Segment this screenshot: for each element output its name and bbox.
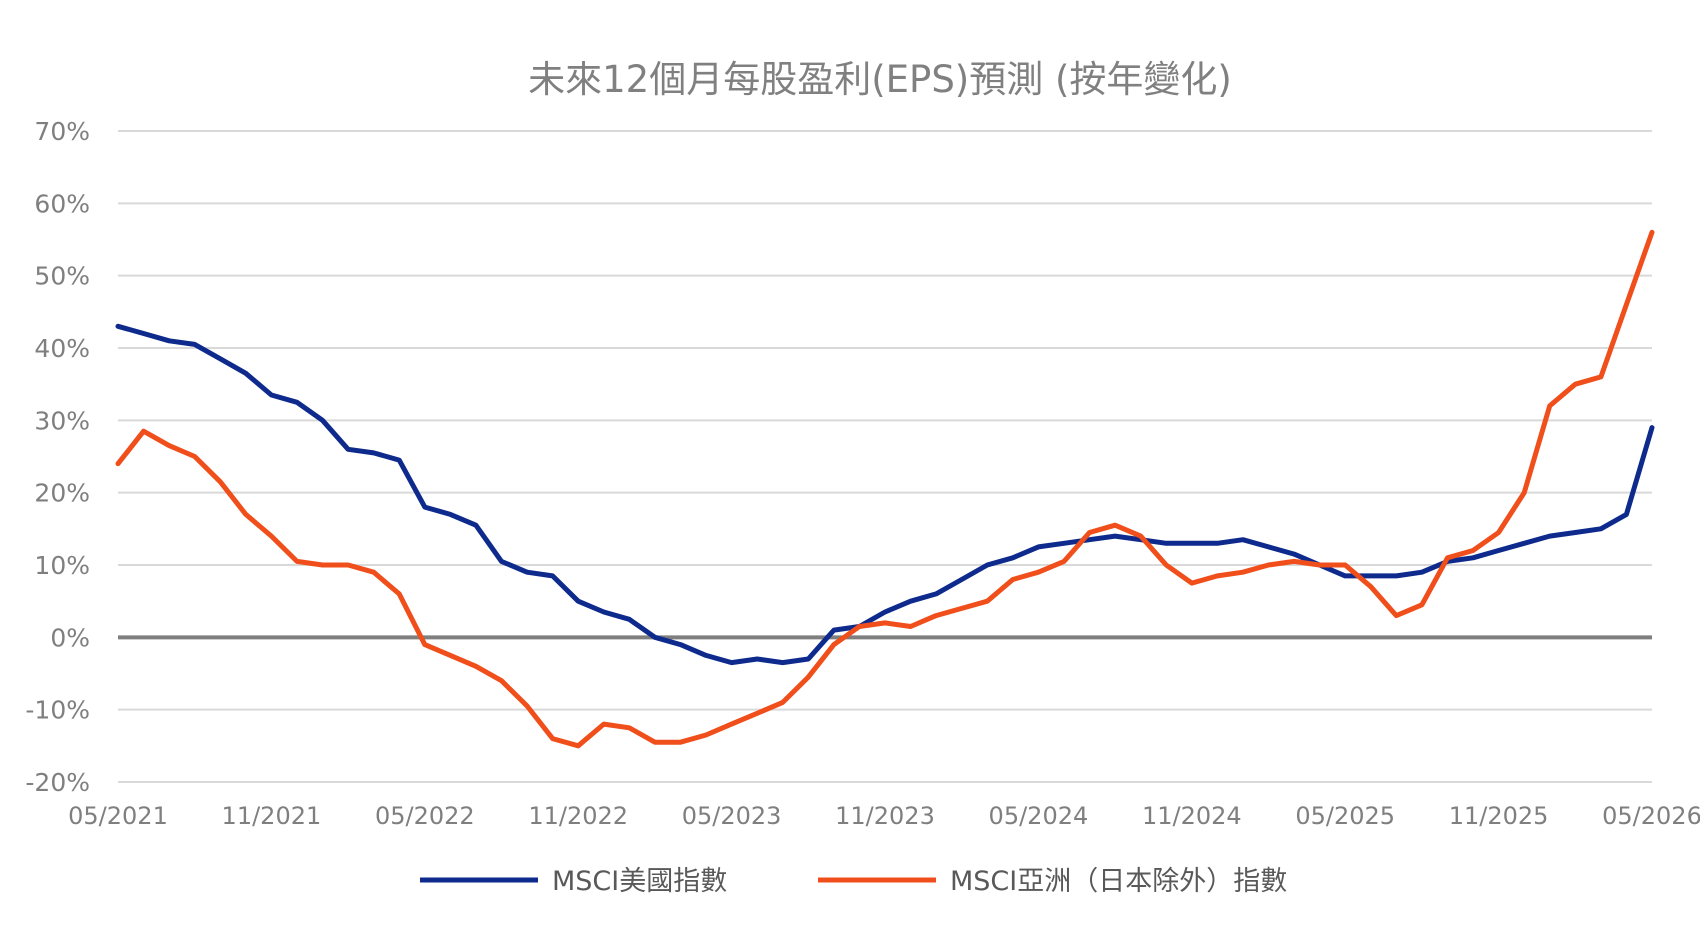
y-tick-label: 70% <box>34 117 90 146</box>
y-tick-label: 30% <box>34 406 90 435</box>
y-tick-label: 50% <box>34 262 90 291</box>
y-axis-tick-labels: 70% 60% 50% 40% 30% 20% 10% 0% -10% -20% <box>25 117 90 797</box>
x-tick-label: 05/2023 <box>682 802 782 830</box>
legend-label-msci-asia-ex-japan: MSCI亞洲（日本除外）指數 <box>950 866 1287 897</box>
y-tick-label: -20% <box>25 768 90 797</box>
y-tick-label: 40% <box>34 334 90 363</box>
legend-item-msci-usa: MSCI美國指數 <box>420 866 727 897</box>
x-tick-label: 05/2024 <box>989 802 1089 830</box>
y-tick-label: -10% <box>25 696 90 725</box>
y-tick-label: 0% <box>50 623 90 652</box>
chart-title: 未來12個月每股盈利(EPS)預測 (按年變化) <box>528 58 1232 101</box>
x-tick-label: 11/2024 <box>1142 802 1242 830</box>
series-line-msci-asia-ex-japan <box>115 229 1655 749</box>
x-tick-label: 05/2026 <box>1602 802 1700 830</box>
legend-item-msci-asia-ex-japan: MSCI亞洲（日本除外）指數 <box>818 866 1287 897</box>
x-tick-label: 11/2021 <box>222 802 322 830</box>
y-tick-label: 10% <box>34 551 90 580</box>
series-line-msci-usa <box>115 323 1655 666</box>
x-tick-label: 11/2025 <box>1449 802 1549 830</box>
x-tick-label: 11/2023 <box>835 802 935 830</box>
x-tick-label: 05/2022 <box>375 802 475 830</box>
gridlines <box>118 130 1652 783</box>
y-tick-label: 60% <box>34 189 90 218</box>
x-axis-tick-labels: 05/2021 11/2021 05/2022 11/2022 05/2023 11/20… <box>68 802 1700 830</box>
x-tick-label: 05/2021 <box>68 802 168 830</box>
legend: MSCI美國指數 MSCI亞洲（日本除外）指數 <box>420 866 1287 897</box>
legend-label-msci-usa: MSCI美國指數 <box>552 866 727 897</box>
x-tick-label: 11/2022 <box>528 802 628 830</box>
plot-series <box>115 229 1655 749</box>
x-tick-label: 05/2025 <box>1295 802 1395 830</box>
y-tick-label: 20% <box>34 479 90 508</box>
